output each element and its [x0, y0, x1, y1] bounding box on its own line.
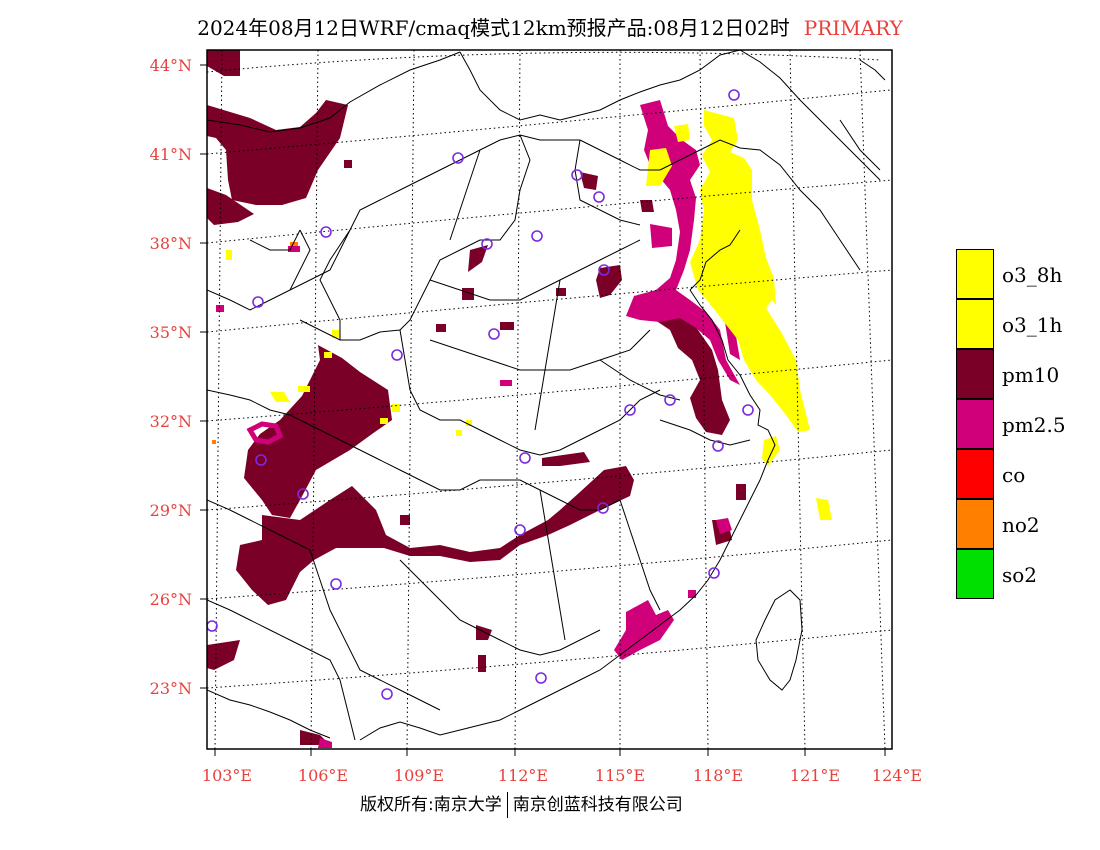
lat-label-32: 32°N: [149, 412, 192, 431]
legend-label: so2: [1002, 563, 1038, 587]
map-title: 2024年08月12日WRF/cmaq模式12km预报产品:08月12日02时 P…: [0, 12, 1100, 41]
legend-label: pm10: [1002, 363, 1060, 387]
pm25-layer: [216, 100, 740, 748]
lat-label-29: 29°N: [149, 501, 192, 520]
legend-label: o3_8h: [1002, 263, 1063, 287]
legend-item-o3-1h: o3_1h: [956, 299, 1100, 349]
pm25-ring: [246, 421, 284, 445]
legend-swatch: [956, 299, 994, 349]
legend-label: pm2.5: [1002, 413, 1066, 437]
lon-label-115: 115°E: [594, 766, 646, 785]
graticule-layer: [207, 50, 892, 749]
copyright-separator: [506, 792, 508, 818]
legend-item-no2: no2: [956, 499, 1100, 549]
legend-label: o3_1h: [1002, 313, 1063, 337]
lat-label-23: 23°N: [149, 679, 192, 698]
title-text: 2024年08月12日WRF/cmaq模式12km预报产品:08月12日02时: [197, 16, 790, 40]
legend: o3_8h o3_1h pm10 pm2.5 co no2 so2: [956, 249, 1100, 599]
legend-item-co: co: [956, 449, 1100, 499]
copyright-owner: 版权所有:南京大学: [360, 795, 502, 815]
map-content: [207, 50, 892, 749]
legend-swatch: [956, 499, 994, 549]
lon-label-106: 106°E: [297, 766, 349, 785]
lat-label-38: 38°N: [149, 234, 192, 253]
o3-layer: [226, 110, 832, 520]
map-frame: [206, 49, 893, 750]
lon-label-118: 118°E: [692, 766, 744, 785]
lon-label-109: 109°E: [393, 766, 445, 785]
legend-item-so2: so2: [956, 549, 1100, 599]
legend-item-pm10: pm10: [956, 349, 1100, 399]
legend-swatch: [956, 549, 994, 599]
copyright: 版权所有:南京大学 南京创蓝科技有限公司: [360, 790, 683, 818]
lat-label-44: 44°N: [149, 56, 192, 75]
lon-label-112: 112°E: [497, 766, 549, 785]
legend-swatch: [956, 349, 994, 399]
legend-item-pm25: pm2.5: [956, 399, 1100, 449]
lon-label-121: 121°E: [789, 766, 841, 785]
stations-layer: [207, 89, 754, 700]
legend-label: co: [1002, 463, 1026, 487]
lon-label-124: 124°E: [871, 766, 923, 785]
lat-label-26: 26°N: [149, 590, 192, 609]
legend-label: no2: [1002, 513, 1040, 537]
legend-item-o3-8h: o3_8h: [956, 249, 1100, 299]
boundaries-layer: [207, 50, 886, 741]
legend-swatch: [956, 249, 994, 299]
lon-label-103: 103°E: [201, 766, 253, 785]
pm10-layer: [207, 50, 746, 745]
legend-swatch: [956, 399, 994, 449]
tick-marks: [200, 64, 886, 756]
lat-label-35: 35°N: [149, 323, 192, 342]
primary-tag: PRIMARY: [803, 16, 903, 40]
legend-swatch: [956, 449, 994, 499]
lat-label-41: 41°N: [149, 145, 192, 164]
copyright-company: 南京创蓝科技有限公司: [512, 795, 683, 815]
